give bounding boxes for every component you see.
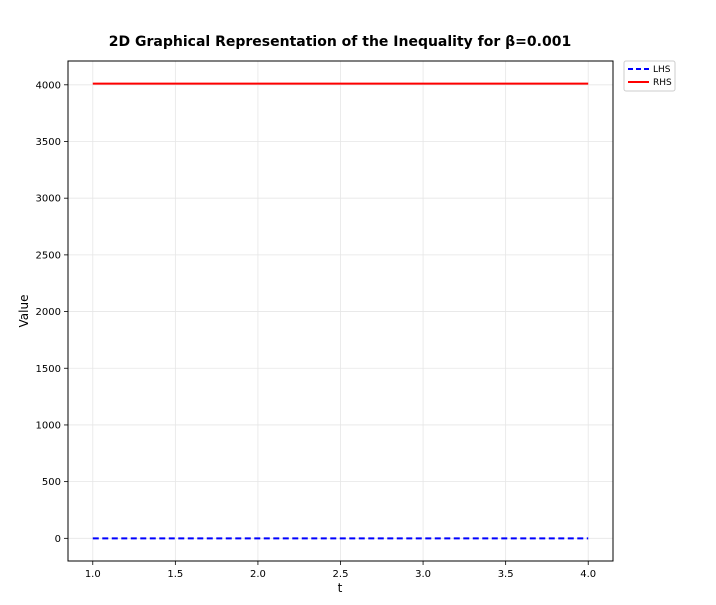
x-tick-label: 1.0	[85, 569, 101, 580]
series-lines	[92, 82, 589, 540]
y-tick-label: 2500	[36, 250, 61, 261]
x-tick-label: 2.5	[333, 569, 349, 580]
y-tick-label: 3000	[36, 194, 61, 205]
y-tick-label: 1500	[36, 364, 61, 375]
y-tick-label: 4000	[36, 80, 61, 91]
x-tick-label: 3.5	[498, 569, 514, 580]
y-tick-label: 2000	[36, 307, 61, 318]
x-axis-ticks: 1.0 1.5 2.0 2.5 3.0 3.5 4.0	[85, 561, 596, 580]
chart-title: 2D Graphical Representation of the Inequ…	[109, 34, 571, 50]
y-axis-ticks: 0 500 1000 1500 2000 2500 3000 3500 4000	[36, 80, 68, 545]
y-axis-label: Value	[17, 295, 31, 328]
y-tick-label: 500	[42, 477, 61, 488]
x-axis-label: t	[338, 581, 343, 595]
y-tick-label: 1000	[36, 420, 61, 431]
x-tick-label: 4.0	[580, 569, 596, 580]
x-tick-label: 1.5	[167, 569, 183, 580]
legend-label-rhs: RHS	[653, 78, 672, 88]
x-tick-label: 2.0	[250, 569, 266, 580]
y-tick-label: 3500	[36, 137, 61, 148]
x-tick-label: 3.0	[415, 569, 431, 580]
legend-label-lhs: LHS	[653, 65, 671, 75]
y-tick-label: 0	[55, 534, 61, 545]
grid	[68, 61, 613, 561]
legend: LHS RHS	[623, 60, 676, 92]
